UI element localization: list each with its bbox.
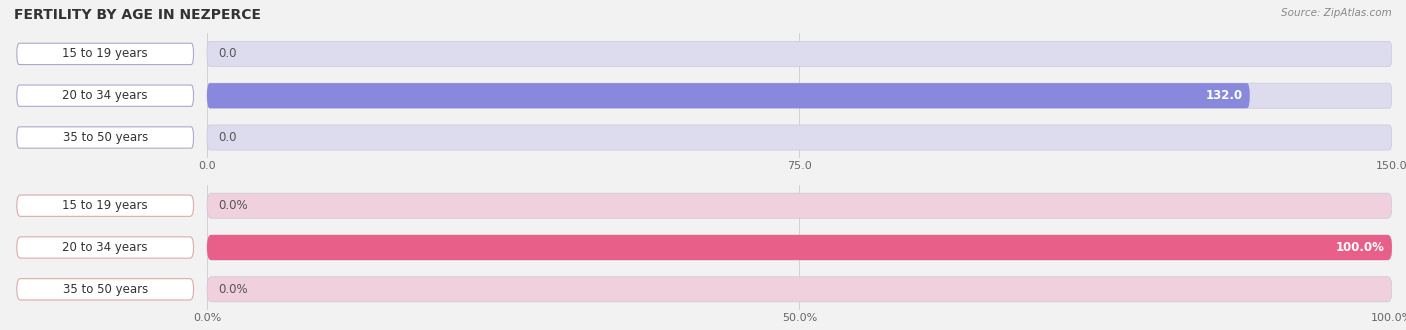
FancyBboxPatch shape	[17, 43, 194, 65]
FancyBboxPatch shape	[207, 83, 1250, 108]
FancyBboxPatch shape	[207, 277, 1392, 302]
Text: FERTILITY BY AGE IN NEZPERCE: FERTILITY BY AGE IN NEZPERCE	[14, 8, 262, 22]
Text: 35 to 50 years: 35 to 50 years	[63, 283, 148, 296]
Text: 20 to 34 years: 20 to 34 years	[62, 241, 148, 254]
Text: 0.0: 0.0	[218, 48, 236, 60]
Text: 0.0: 0.0	[218, 131, 236, 144]
FancyBboxPatch shape	[207, 125, 1392, 150]
FancyBboxPatch shape	[207, 41, 1392, 66]
FancyBboxPatch shape	[207, 83, 1392, 108]
FancyBboxPatch shape	[207, 193, 1392, 218]
FancyBboxPatch shape	[17, 195, 194, 216]
Text: 0.0%: 0.0%	[218, 283, 247, 296]
Text: 100.0%: 100.0%	[1336, 241, 1385, 254]
Text: 15 to 19 years: 15 to 19 years	[62, 199, 148, 212]
Text: 132.0: 132.0	[1206, 89, 1243, 102]
FancyBboxPatch shape	[17, 279, 194, 300]
FancyBboxPatch shape	[17, 127, 194, 148]
Text: 15 to 19 years: 15 to 19 years	[62, 48, 148, 60]
FancyBboxPatch shape	[17, 85, 194, 106]
FancyBboxPatch shape	[207, 235, 1392, 260]
Text: 20 to 34 years: 20 to 34 years	[62, 89, 148, 102]
FancyBboxPatch shape	[17, 237, 194, 258]
FancyBboxPatch shape	[207, 235, 1392, 260]
Text: 35 to 50 years: 35 to 50 years	[63, 131, 148, 144]
Text: 0.0%: 0.0%	[218, 199, 247, 212]
Text: Source: ZipAtlas.com: Source: ZipAtlas.com	[1281, 8, 1392, 18]
